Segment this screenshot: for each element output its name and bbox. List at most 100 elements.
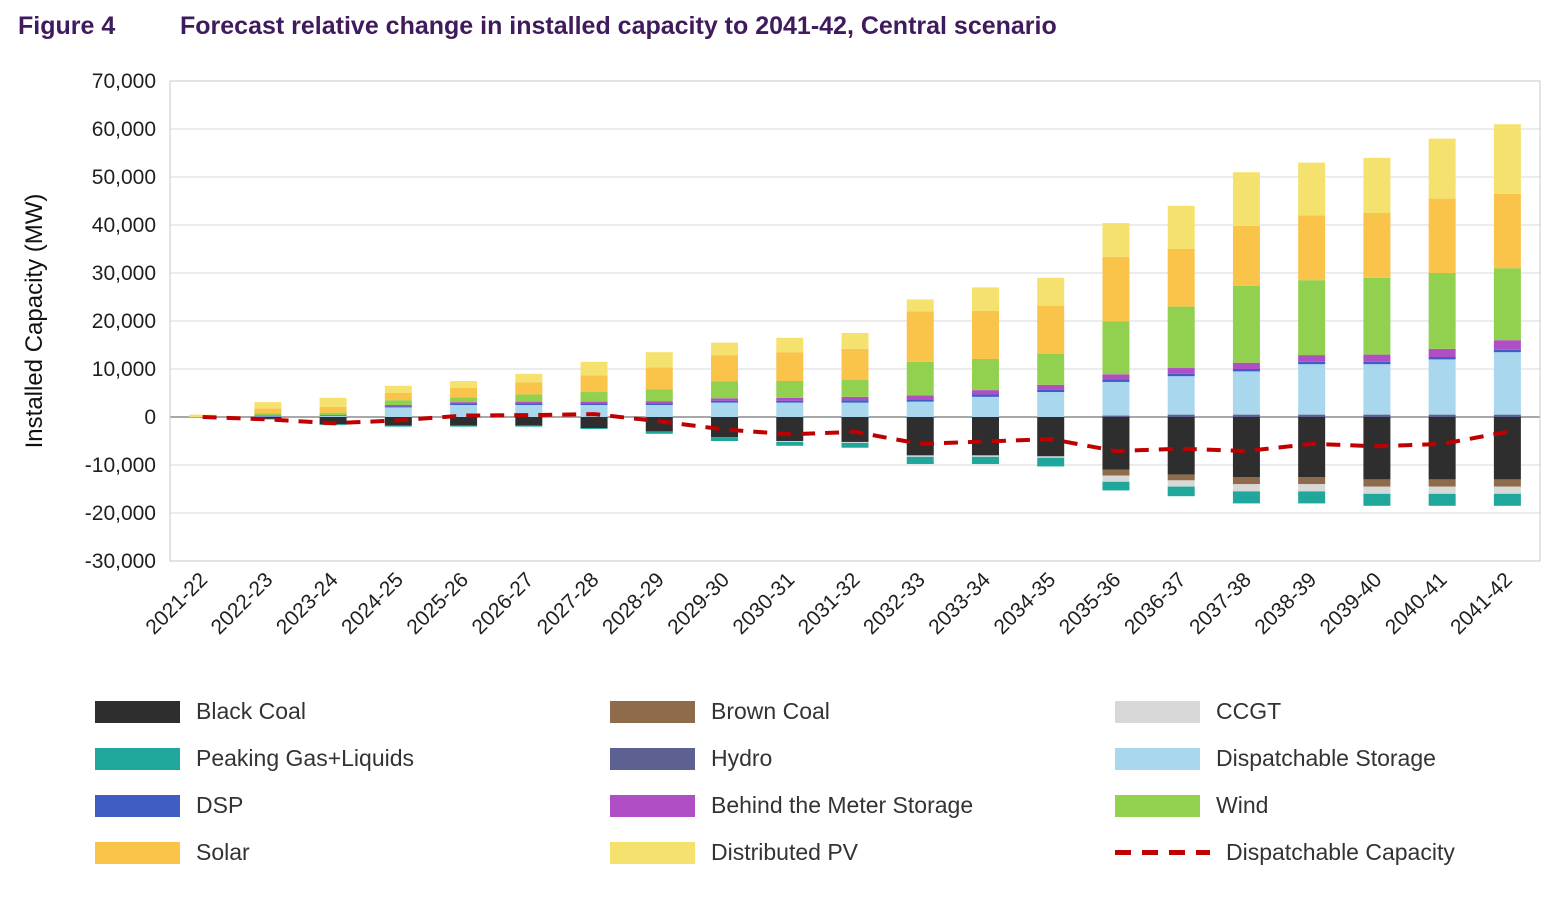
y-tick-label: 0 <box>144 406 156 429</box>
legend-label: Brown Coal <box>711 698 830 724</box>
bar-segment-distributed-pv <box>580 361 608 376</box>
figure-title: Forecast relative change in installed ca… <box>180 12 1057 40</box>
bar-segment-solar <box>450 387 478 398</box>
bar-segment-behind-the-meter-storage <box>711 398 739 401</box>
bar-segment-dispatchable-storage <box>1428 359 1456 415</box>
bar-segment-behind-the-meter-storage <box>841 396 869 401</box>
bar-segment-hydro <box>1363 414 1391 417</box>
chart-area: -30,000 -20,000 -10,000 0 10,000 20,000 30,000… <box>0 41 1564 696</box>
bar-segment-distributed-pv <box>841 333 869 349</box>
bar-segment-peaking-gas-liquids <box>1363 493 1391 506</box>
bar-segment-peaking-gas-liquids <box>1037 457 1065 467</box>
bar-segment-ccgt <box>1167 480 1195 487</box>
bar-segment-dispatchable-storage <box>971 396 999 417</box>
y-tick-label: 20,000 <box>92 310 156 333</box>
y-tick-label: 10,000 <box>92 358 156 381</box>
legend-label: Solar <box>196 839 250 865</box>
x-tick-label: 2040-41 <box>1381 568 1452 639</box>
bar-segment-behind-the-meter-storage <box>319 415 347 416</box>
brown-coal-swatch <box>610 700 695 723</box>
bar-segment-distributed-pv <box>1167 205 1195 249</box>
bar-segment-peaking-gas-liquids <box>1102 481 1130 491</box>
bar-segment-wind <box>711 381 739 399</box>
x-tick-label: 2029-30 <box>663 568 734 639</box>
bar-segment-dispatchable-storage <box>319 416 347 417</box>
y-tick-label: -30,000 <box>85 550 156 573</box>
bar-segment-brown-coal <box>1232 477 1260 485</box>
x-tick-label: 2027-28 <box>533 568 604 639</box>
bar-segment-wind <box>1102 321 1130 375</box>
bar-segment-distributed-pv <box>450 381 478 388</box>
bar-segment-dsp <box>1167 373 1195 377</box>
x-tick-label: 2034-35 <box>989 568 1060 639</box>
bar-segment-solar <box>841 348 869 381</box>
y-tick-label: 40,000 <box>92 214 156 237</box>
bar-segment-ccgt <box>906 455 934 457</box>
bar-segment-brown-coal <box>1493 479 1521 487</box>
bar-segment-ccgt <box>1493 486 1521 494</box>
bar-segment-distributed-pv <box>1363 157 1391 213</box>
bar-segment-distributed-pv <box>189 414 217 417</box>
bar-segment-solar <box>776 352 804 381</box>
legend-item-dispatchable-storage: Dispatchable Storage <box>1115 745 1564 772</box>
bar-segment-black-coal <box>450 417 478 426</box>
bar-segment-ccgt <box>776 441 804 442</box>
bar-segment-ccgt <box>1037 456 1065 458</box>
bar-segment-solar <box>711 355 739 382</box>
bar-segment-dsp <box>1428 357 1456 360</box>
bar-segment-dsp <box>645 403 673 405</box>
bar-segment-black-coal <box>1102 417 1130 470</box>
bar-segment-solar <box>1037 305 1065 354</box>
bar-segment-hydro <box>1232 414 1260 417</box>
bar-segment-wind <box>1037 353 1065 385</box>
bar-segment-hydro <box>1298 414 1326 417</box>
bar-segment-dispatchable-storage <box>776 402 804 417</box>
x-tick-label: 2037-38 <box>1185 568 1256 639</box>
bar-segment-behind-the-meter-storage <box>1167 368 1195 374</box>
legend-label: Dispatchable Storage <box>1216 745 1436 771</box>
bar-segment-ccgt <box>1232 484 1260 492</box>
bar-segment-dispatchable-storage <box>384 407 412 417</box>
distributed-pv-swatch <box>610 841 695 864</box>
bar-segment-brown-coal <box>1428 479 1456 487</box>
bar-segment-peaking-gas-liquids <box>1167 486 1195 497</box>
bar-segment-dsp <box>1298 361 1326 365</box>
x-tick-label: 2028-29 <box>598 568 669 639</box>
bar-segment-brown-coal <box>1167 474 1195 481</box>
y-tick-label: 30,000 <box>92 262 156 285</box>
bar-segment-dispatchable-storage <box>254 416 282 418</box>
bar-segment-dispatchable-storage <box>1232 371 1260 415</box>
legend-label: CCGT <box>1216 698 1282 724</box>
bar-segment-wind <box>971 358 999 391</box>
y-tick-label: 70,000 <box>92 70 156 93</box>
bar-segment-distributed-pv <box>254 402 282 409</box>
x-tick-label: 2030-31 <box>729 568 800 639</box>
bar-segment-black-coal <box>1167 417 1195 475</box>
bar-segment-distributed-pv <box>711 342 739 356</box>
x-tick-label: 2024-25 <box>337 568 408 639</box>
bar-segment-wind <box>580 392 608 402</box>
ccgt-swatch <box>1115 700 1200 723</box>
bar-segment-ccgt <box>1102 475 1130 482</box>
bar-segment-dsp <box>450 403 478 405</box>
bar-segment-behind-the-meter-storage <box>1232 362 1260 369</box>
x-tick-label: 2035-36 <box>1055 568 1126 639</box>
bar-segment-distributed-pv <box>1298 162 1326 216</box>
bar-segment-distributed-pv <box>1037 277 1065 306</box>
peaking-gas-liquids-swatch <box>95 747 180 770</box>
legend-label: DSP <box>196 792 244 818</box>
bar-segment-distributed-pv <box>1102 223 1130 257</box>
bar-segment-behind-the-meter-storage <box>645 401 673 404</box>
bar-segment-ccgt <box>971 455 999 457</box>
bar-segment-black-coal <box>776 417 804 441</box>
bar-segment-dsp <box>1102 379 1130 382</box>
solar-swatch <box>95 841 180 864</box>
bar-segment-wind <box>1232 285 1260 363</box>
bar-segment-peaking-gas-liquids <box>841 442 869 448</box>
bar-segment-black-coal <box>1428 417 1456 480</box>
bar-segment-ccgt <box>841 441 869 443</box>
dispatchable-capacity-swatch <box>1115 850 1210 855</box>
bar-segment-dsp <box>1232 369 1260 372</box>
bar-segment-wind <box>515 394 543 402</box>
bar-segment-dsp <box>841 400 869 403</box>
